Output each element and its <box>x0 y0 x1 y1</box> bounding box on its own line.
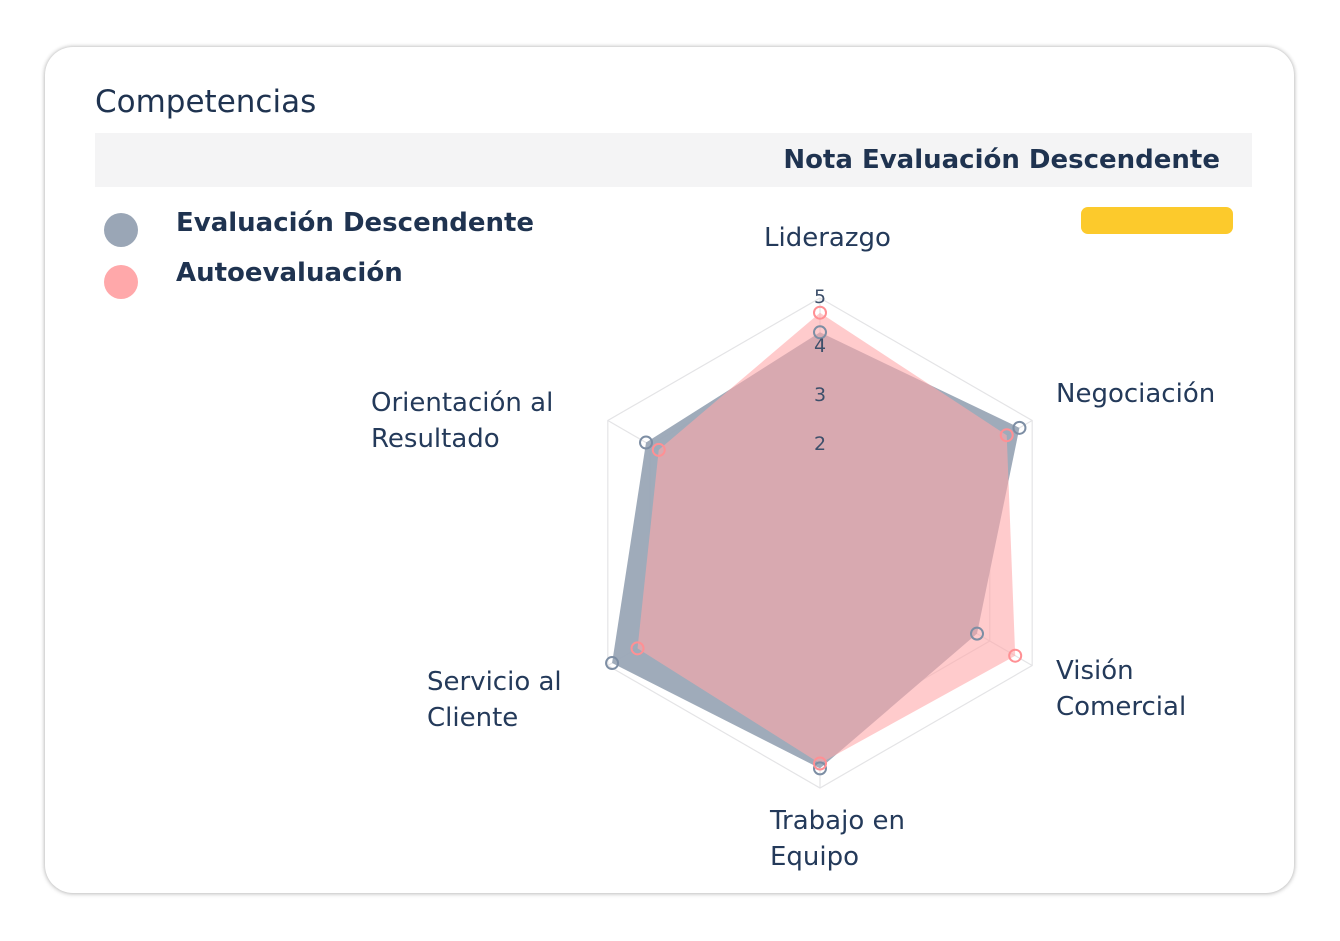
series-2-point-5 <box>630 641 645 656</box>
category-label-6-line-1: Orientación al <box>371 388 553 418</box>
category-label-2: Negociación <box>1056 379 1215 409</box>
category-label-4-line-2: Equipo <box>770 842 859 872</box>
series-2-point-2 <box>999 428 1014 443</box>
series-1-point-1 <box>813 325 827 340</box>
series-1-point-4 <box>813 761 827 776</box>
category-label-5-line-2: Cliente <box>427 703 518 733</box>
series-2-point-4 <box>813 756 827 771</box>
legend-swatch-evaluacion <box>104 213 138 247</box>
category-label-4-line-1: Trabajo en <box>769 806 905 836</box>
legend-label-evaluacion: Evaluación Descendente <box>176 208 535 238</box>
card-title: Competencias <box>95 84 317 120</box>
tick-label-3: 3 <box>814 384 826 406</box>
legend-label-auto: Autoevaluación <box>176 258 403 288</box>
tick-label-2: 2 <box>814 433 826 455</box>
series-1-point-5 <box>605 656 620 671</box>
category-label-5-line-1: Servicio al <box>427 667 562 697</box>
series-2-point-3 <box>1008 648 1023 663</box>
header-band: Nota Evaluación Descendente <box>95 133 1252 187</box>
series-1-point-3 <box>970 626 985 641</box>
series-area-2 <box>637 312 1016 764</box>
series-1-point-6 <box>639 435 654 450</box>
series-2-point-6 <box>651 442 666 457</box>
score-bar <box>1081 207 1233 234</box>
category-label-6-line-2: Resultado <box>371 424 500 454</box>
tick-label-4: 4 <box>814 335 826 357</box>
series-1-point-2 <box>1012 420 1027 435</box>
header-label: Nota Evaluación Descendente <box>783 145 1220 175</box>
legend-swatch-auto <box>104 265 138 299</box>
category-label-1: Liderazgo <box>764 223 891 253</box>
category-label-3-line-1: Visión <box>1056 656 1134 686</box>
tick-label-5: 5 <box>814 286 826 308</box>
category-label-3-line-2: Comercial <box>1056 692 1186 722</box>
series-2-point-1 <box>813 305 827 320</box>
